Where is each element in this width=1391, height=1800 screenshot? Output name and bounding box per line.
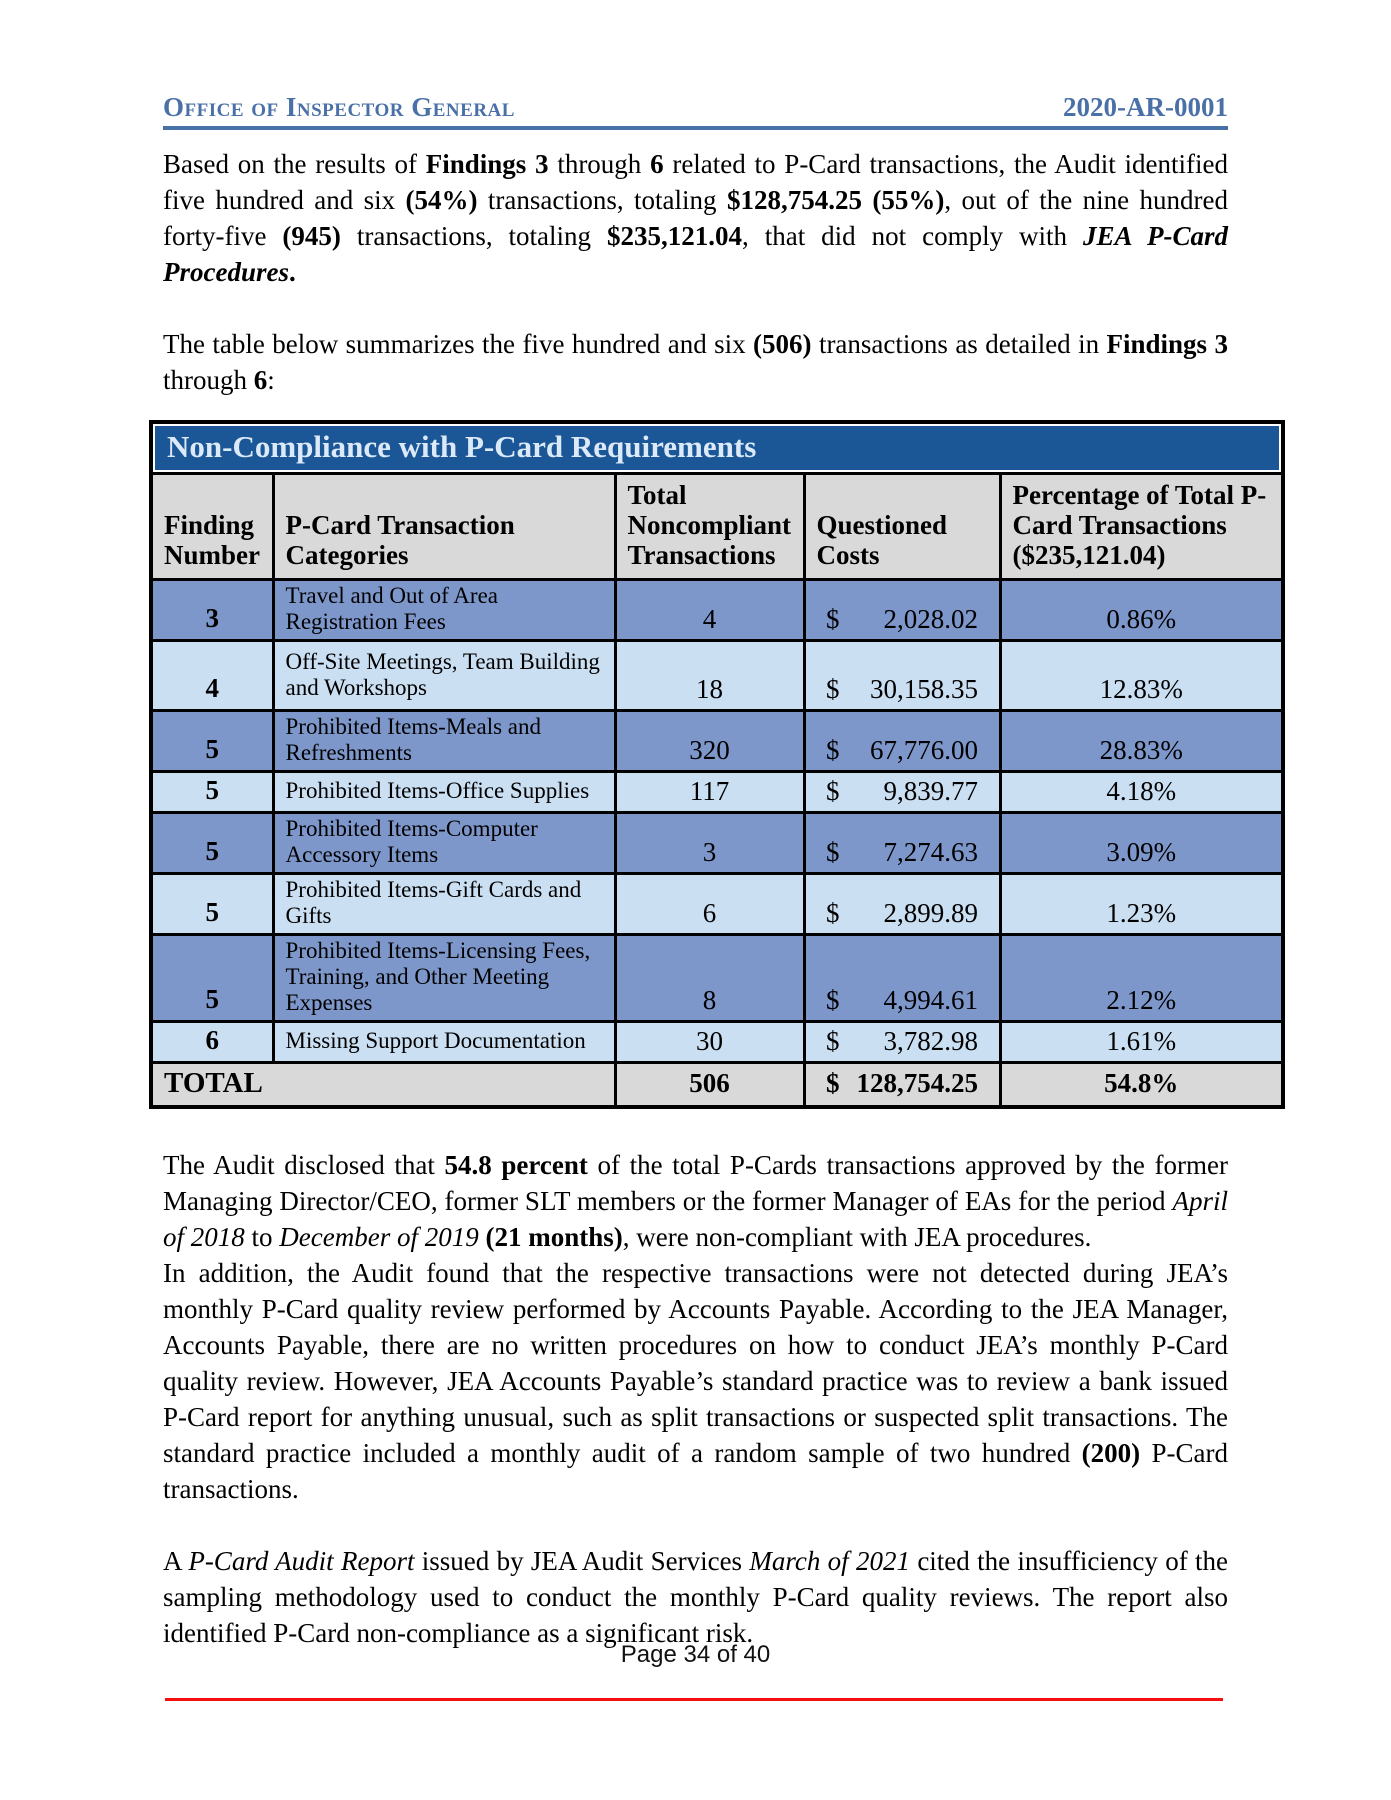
transactions-cell: 30 xyxy=(613,1020,806,1064)
finding-number-cell: 5 xyxy=(149,811,275,875)
table-title-row: Non-Compliance with P-Card Requirements xyxy=(149,420,1285,475)
percentage-cell: 3.09% xyxy=(998,811,1285,875)
noncompliance-table: Non-Compliance with P-Card Requirements … xyxy=(149,420,1285,1109)
questioned-costs-cell: $7,274.63 xyxy=(802,811,1002,875)
percentage-cell: 12.83% xyxy=(998,639,1285,712)
currency-symbol: $ xyxy=(826,898,840,928)
cost-amount: 4,994.61 xyxy=(883,985,979,1015)
percentage-cell: 4.18% xyxy=(998,770,1285,814)
col-header-finding-number: Finding Number xyxy=(149,472,275,581)
cost-amount: 128,754.25 xyxy=(856,1067,979,1098)
transactions-cell: 117 xyxy=(613,770,806,814)
category-cell: Prohibited Items-Gift Cards and Gifts xyxy=(271,872,617,936)
finding-number-cell: 5 xyxy=(149,770,275,814)
cost-amount: 2,028.02 xyxy=(883,604,979,634)
questioned-costs-cell: $2,899.89 xyxy=(802,872,1002,936)
currency-symbol: $ xyxy=(826,604,840,634)
percentage-cell: 1.23% xyxy=(998,872,1285,936)
questioned-costs-cell: $3,782.98 xyxy=(802,1020,1002,1064)
currency-symbol: $ xyxy=(826,735,840,765)
table-row-finding-5-office-supplies: 5 Prohibited Items-Office Supplies 117 $… xyxy=(149,770,1285,814)
cost-amount: 9,839.77 xyxy=(883,776,979,806)
category-cell: Prohibited Items-Meals and Refreshments xyxy=(271,709,617,773)
transactions-cell: 320 xyxy=(613,709,806,773)
percentage-cell: 28.83% xyxy=(998,709,1285,773)
table-row-finding-5-computer: 5 Prohibited Items-Computer Accessory It… xyxy=(149,811,1285,875)
transactions-cell: 6 xyxy=(613,872,806,936)
page-header: Office of Inspector General 2020-AR-0001 xyxy=(163,0,1228,130)
paragraph-pcard-audit-report: A P-Card Audit Report issued by JEA Audi… xyxy=(163,1546,1228,1648)
category-cell: Travel and Out of Area Registration Fees xyxy=(271,578,617,642)
cost-amount: 3,782.98 xyxy=(883,1026,979,1056)
page-footer: Page 34 of 40 xyxy=(163,1641,1228,1669)
transactions-cell: 4 xyxy=(613,578,806,642)
header-doc-number: 2020-AR-0001 xyxy=(1063,92,1228,122)
paragraph-in-addition: In addition, the Audit found that the re… xyxy=(163,1258,1228,1504)
col-header-categories: P-Card Transaction Categories xyxy=(271,472,617,581)
table-total-row: TOTAL 506 $128,754.25 54.8% xyxy=(149,1061,1285,1109)
cost-amount: 30,158.35 xyxy=(870,674,978,704)
total-label-cell: TOTAL xyxy=(149,1061,617,1109)
currency-symbol: $ xyxy=(826,985,840,1015)
total-questioned-costs-cell: $128,754.25 xyxy=(802,1061,1002,1109)
header-org-title: Office of Inspector General xyxy=(163,92,515,122)
total-percentage-cell: 54.8% xyxy=(998,1061,1285,1109)
paragraph-table-intro: The table below summarizes the five hund… xyxy=(163,329,1228,395)
body-text-top: Based on the results of Findings 3 throu… xyxy=(163,146,1228,398)
percentage-cell: 0.86% xyxy=(998,578,1285,642)
total-transactions-cell: 506 xyxy=(613,1061,806,1109)
category-cell: Prohibited Items-Licensing Fees, Trainin… xyxy=(271,933,617,1023)
table-row-finding-6: 6 Missing Support Documentation 30 $3,78… xyxy=(149,1020,1285,1064)
cost-amount: 2,899.89 xyxy=(883,898,979,928)
table-title-cell: Non-Compliance with P-Card Requirements xyxy=(149,420,1285,475)
questioned-costs-cell: $2,028.02 xyxy=(802,578,1002,642)
finding-number-cell: 5 xyxy=(149,709,275,773)
table-header-row: Finding Number P-Card Transaction Catego… xyxy=(149,472,1285,581)
body-text-bottom: The Audit disclosed that 54.8 percent of… xyxy=(163,1147,1228,1651)
currency-symbol: $ xyxy=(826,776,840,806)
col-header-questioned-costs: Questioned Costs xyxy=(802,472,1002,581)
table-row-finding-4: 4 Off-Site Meetings, Team Building and W… xyxy=(149,639,1285,712)
currency-symbol: $ xyxy=(826,1067,840,1098)
percentage-cell: 2.12% xyxy=(998,933,1285,1023)
percentage-cell: 1.61% xyxy=(998,1020,1285,1064)
table-row-finding-5-licensing: 5 Prohibited Items-Licensing Fees, Train… xyxy=(149,933,1285,1023)
table-title: Non-Compliance with P-Card Requirements xyxy=(155,426,1279,470)
cost-amount: 7,274.63 xyxy=(883,837,979,867)
questioned-costs-cell: $30,158.35 xyxy=(802,639,1002,712)
category-cell: Off-Site Meetings, Team Building and Wor… xyxy=(271,639,617,712)
questioned-costs-cell: $9,839.77 xyxy=(802,770,1002,814)
col-header-noncompliant-transactions: Total Noncompliant Transactions xyxy=(613,472,806,581)
currency-symbol: $ xyxy=(826,837,840,867)
paragraph-findings-summary: Based on the results of Findings 3 throu… xyxy=(163,149,1229,287)
finding-number-cell: 6 xyxy=(149,1020,275,1064)
finding-number-cell: 5 xyxy=(149,933,275,1023)
paragraph-audit-disclosed: The Audit disclosed that 54.8 percent of… xyxy=(163,1150,1228,1252)
finding-number-cell: 5 xyxy=(149,872,275,936)
finding-number-cell: 4 xyxy=(149,639,275,712)
category-cell: Missing Support Documentation xyxy=(271,1020,617,1064)
currency-symbol: $ xyxy=(826,1026,840,1056)
table-row-finding-3: 3 Travel and Out of Area Registration Fe… xyxy=(149,578,1285,642)
questioned-costs-cell: $67,776.00 xyxy=(802,709,1002,773)
category-cell: Prohibited Items-Office Supplies xyxy=(271,770,617,814)
transactions-cell: 8 xyxy=(613,933,806,1023)
finding-number-cell: 3 xyxy=(149,578,275,642)
table-row-finding-5-gift-cards: 5 Prohibited Items-Gift Cards and Gifts … xyxy=(149,872,1285,936)
transactions-cell: 18 xyxy=(613,639,806,712)
currency-symbol: $ xyxy=(826,674,840,704)
cost-amount: 67,776.00 xyxy=(870,735,978,765)
transactions-cell: 3 xyxy=(613,811,806,875)
table-row-finding-5-meals: 5 Prohibited Items-Meals and Refreshment… xyxy=(149,709,1285,773)
category-cell: Prohibited Items-Computer Accessory Item… xyxy=(271,811,617,875)
footer-red-line xyxy=(165,1698,1223,1701)
questioned-costs-cell: $4,994.61 xyxy=(802,933,1002,1023)
col-header-percentage: Percentage of Total P-Card Transactions … xyxy=(998,472,1285,581)
page-number: Page 34 of 40 xyxy=(620,1641,771,1668)
